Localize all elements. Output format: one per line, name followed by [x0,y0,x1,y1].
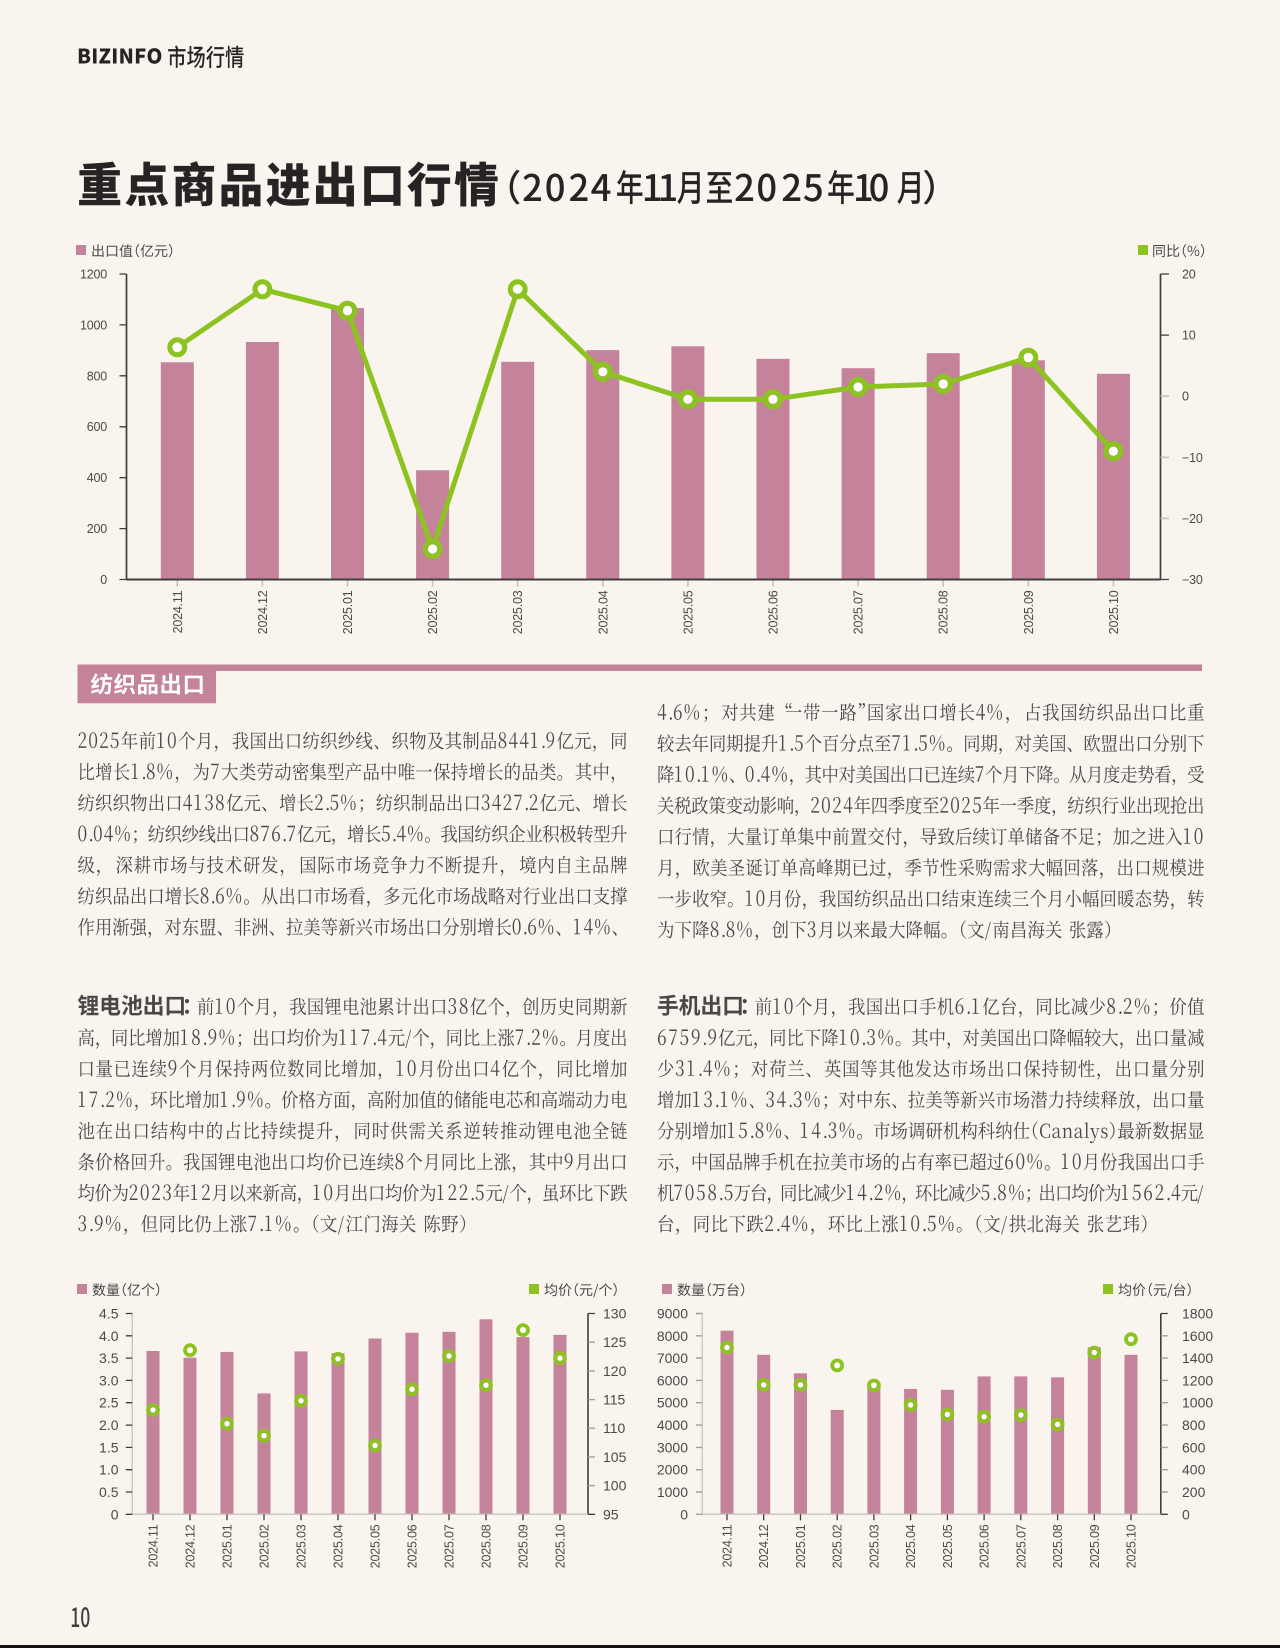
svg-text:800: 800 [1182,1417,1206,1433]
svg-text:0.5: 0.5 [99,1484,119,1500]
svg-text:2025.04: 2025.04 [596,590,610,634]
svg-text:2025.08: 2025.08 [937,590,951,634]
svg-text:2025.07: 2025.07 [443,1524,457,1568]
svg-text:600: 600 [87,420,108,434]
svg-text:20: 20 [1182,268,1196,282]
svg-text:2025.08: 2025.08 [1051,1524,1065,1568]
svg-text:1.5: 1.5 [99,1439,119,1455]
svg-text:2025.06: 2025.06 [406,1524,420,1568]
svg-text:−20: −20 [1182,512,1203,526]
svg-text:0: 0 [680,1506,688,1522]
svg-text:2025.03: 2025.03 [867,1524,881,1568]
svg-text:120: 120 [603,1363,627,1379]
svg-text:100: 100 [603,1478,627,1494]
svg-text:2025.10: 2025.10 [1125,1524,1139,1568]
svg-text:2024.11: 2024.11 [171,590,185,633]
svg-text:2025.08: 2025.08 [480,1524,494,1568]
svg-text:2025.06: 2025.06 [767,590,781,634]
svg-text:2024.12: 2024.12 [256,590,270,634]
svg-text:2025.05: 2025.05 [941,1524,955,1568]
svg-text:105: 105 [603,1449,627,1465]
svg-text:2025.10: 2025.10 [1107,590,1121,634]
svg-text:3.0: 3.0 [99,1372,119,1388]
svg-text:400: 400 [1182,1462,1206,1478]
svg-text:2025.02: 2025.02 [831,1524,845,1568]
svg-text:4000: 4000 [657,1417,688,1433]
svg-text:2025.01: 2025.01 [221,1524,235,1568]
svg-text:125: 125 [603,1334,627,1350]
svg-text:10: 10 [1182,329,1196,343]
svg-text:8000: 8000 [657,1328,688,1344]
svg-text:3000: 3000 [657,1439,688,1455]
svg-text:2025.07: 2025.07 [852,590,866,634]
svg-text:1.0: 1.0 [99,1462,119,1478]
svg-text:6000: 6000 [657,1372,688,1388]
svg-text:600: 600 [1182,1439,1206,1455]
svg-text:2025.02: 2025.02 [426,590,440,634]
svg-text:−10: −10 [1182,451,1203,465]
svg-text:2025.04: 2025.04 [332,1524,346,1568]
svg-text:5000: 5000 [657,1395,688,1411]
svg-text:2024.12: 2024.12 [757,1524,771,1568]
svg-text:2000: 2000 [657,1462,688,1478]
svg-text:800: 800 [87,369,108,383]
svg-text:1400: 1400 [1182,1350,1213,1366]
svg-text:1000: 1000 [1182,1395,1213,1411]
svg-text:2025.04: 2025.04 [904,1524,918,1568]
svg-text:4.5: 4.5 [99,1306,119,1322]
svg-text:2025.05: 2025.05 [681,590,695,634]
svg-text:95: 95 [603,1506,619,1522]
svg-text:1800: 1800 [1182,1306,1213,1322]
svg-text:2025.05: 2025.05 [369,1524,383,1568]
svg-text:2025.01: 2025.01 [794,1524,808,1568]
svg-text:2.0: 2.0 [99,1417,119,1433]
svg-text:1000: 1000 [657,1484,688,1500]
svg-text:2025.07: 2025.07 [1014,1524,1028,1568]
svg-text:0: 0 [111,1506,119,1522]
svg-text:2025.06: 2025.06 [978,1524,992,1568]
svg-text:2025.01: 2025.01 [341,590,355,634]
svg-text:2.5: 2.5 [99,1395,119,1411]
svg-text:1200: 1200 [1182,1372,1213,1388]
svg-text:2024.11: 2024.11 [147,1524,161,1567]
svg-text:2024.11: 2024.11 [721,1524,735,1567]
svg-text:7000: 7000 [657,1350,688,1366]
svg-text:110: 110 [603,1420,626,1436]
svg-text:200: 200 [87,522,108,536]
svg-text:2025.09: 2025.09 [1088,1524,1102,1568]
svg-text:1000: 1000 [80,318,107,332]
svg-text:−30: −30 [1182,573,1203,587]
svg-text:3.5: 3.5 [99,1350,119,1366]
svg-text:2025.10: 2025.10 [554,1524,568,1568]
svg-text:2025.03: 2025.03 [295,1524,309,1568]
svg-text:200: 200 [1182,1484,1206,1500]
svg-text:130: 130 [603,1306,627,1322]
svg-text:2025.09: 2025.09 [517,1524,531,1568]
svg-text:4.0: 4.0 [99,1328,119,1344]
svg-text:115: 115 [603,1392,626,1408]
svg-text:9000: 9000 [657,1306,688,1322]
svg-text:2025.02: 2025.02 [258,1524,272,1568]
svg-text:0: 0 [1182,390,1189,404]
svg-text:0: 0 [100,573,107,587]
svg-text:0: 0 [1182,1506,1190,1522]
svg-text:2025.09: 2025.09 [1022,590,1036,634]
svg-text:2025.03: 2025.03 [511,590,525,634]
svg-text:1600: 1600 [1182,1328,1213,1344]
svg-text:400: 400 [87,471,108,485]
svg-text:2024.12: 2024.12 [184,1524,198,1568]
svg-text:1200: 1200 [80,268,107,282]
